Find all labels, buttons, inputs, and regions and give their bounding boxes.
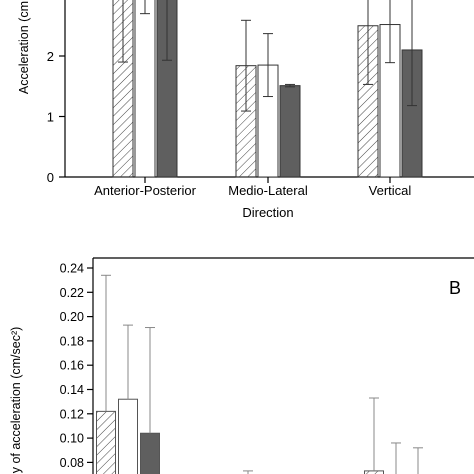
panel-a-bar-hatched (112, 0, 134, 178)
panel-a-y-tick-label: 1 (47, 110, 54, 125)
panel-a-y-axis-title: Acceleration (cm (17, 1, 31, 94)
panel-b-bar-open (118, 398, 138, 474)
panel-a-x-tick-label: Anterior-Posterior (94, 183, 197, 198)
panel-b-bar-hatched (96, 410, 116, 474)
panel-a-x-tick-label: Vertical (369, 183, 412, 198)
panel-b-y-tick-label: 0.10 (60, 432, 84, 446)
panel-b-y-tick-label: 0.12 (60, 407, 84, 421)
panel-a-bar-dark (156, 0, 178, 178)
panel-a-chart: 0 1 2 Anterior-Posterior Medio-Lateral Verti… (17, 0, 474, 220)
panel-b-y-tick-label: 0.14 (60, 383, 84, 397)
panel-a-y-tick-label: 0 (47, 170, 54, 185)
panel-a-x-tick-label: Medio-Lateral (228, 183, 308, 198)
panel-a-bar-dark (279, 85, 301, 178)
panel-a-x-axis-title: Direction (242, 205, 293, 220)
panel-b-y-tick-label: 0.18 (60, 334, 84, 348)
panel-b-y-tick-label: 0.22 (60, 286, 84, 300)
panel-b-y-tick-label: 0.08 (60, 456, 84, 470)
panel-a-y-tick-label: 2 (47, 49, 54, 64)
panel-b-y-tick-label: 0.20 (60, 310, 84, 324)
panel-a-bar-open (134, 0, 156, 178)
panel-b-y-tick-label: 0.16 (60, 359, 84, 373)
panel-b-chart: 0.08 0.10 0.12 0.14 0.16 0.18 0.20 0.22 0.24 B y… (9, 257, 474, 474)
panel-b-label: B (449, 278, 461, 298)
panel-b-y-tick-label: 0.24 (60, 262, 84, 276)
panel-b-y-axis-title: y of acceleration (cm/sec²) (9, 327, 23, 474)
panel-b-bar-dark (140, 432, 160, 474)
